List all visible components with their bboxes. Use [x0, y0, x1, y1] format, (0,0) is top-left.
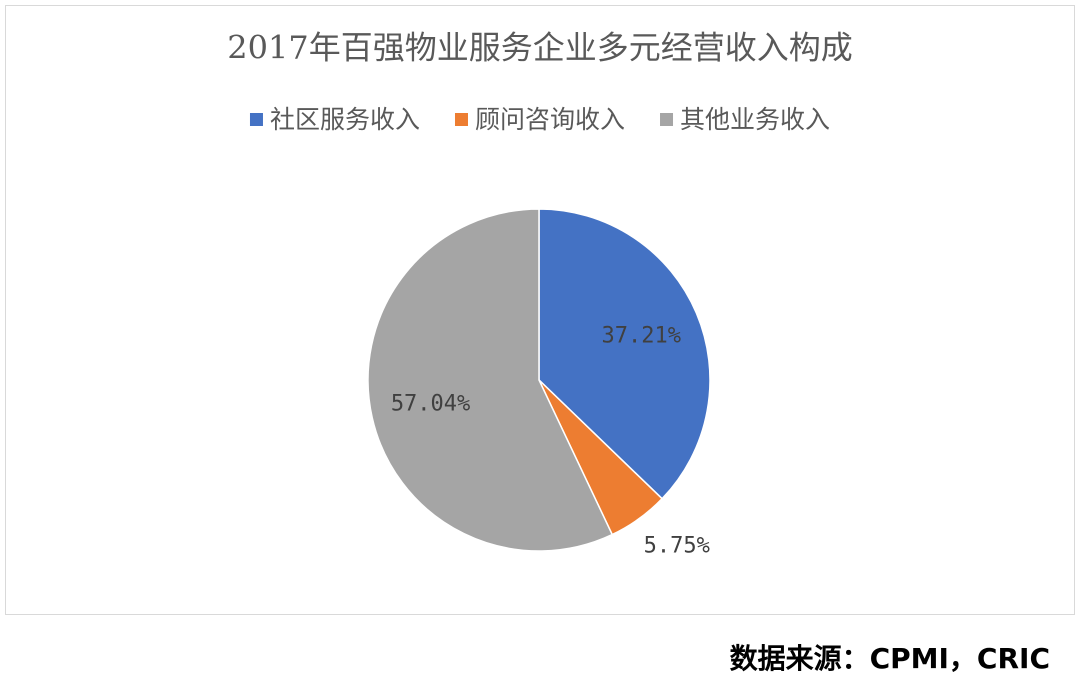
- slice: [538, 208, 711, 500]
- pie: 37.21% 5.75% 57.04%: [367, 208, 711, 559]
- legend: 社区服务收入 顾问咨询收入 其他业务收入: [249, 105, 830, 134]
- legend-swatch: [249, 113, 263, 126]
- legend-swatch: [454, 113, 468, 126]
- legend-swatch: [660, 113, 674, 126]
- value-label: 37.21%: [602, 324, 681, 349]
- legend-label: 其他业务收入: [680, 105, 830, 134]
- chart-title: 2017年百强物业服务企业多元经营收入构成: [227, 29, 852, 67]
- value-label: 57.04%: [391, 391, 470, 416]
- value-label: 5.75%: [644, 534, 710, 559]
- slice: [367, 208, 614, 552]
- legend-label: 顾问咨询收入: [475, 105, 625, 134]
- legend-label: 社区服务收入: [270, 105, 420, 134]
- source: 数据来源：CPMI，CRIC: [730, 642, 1050, 675]
